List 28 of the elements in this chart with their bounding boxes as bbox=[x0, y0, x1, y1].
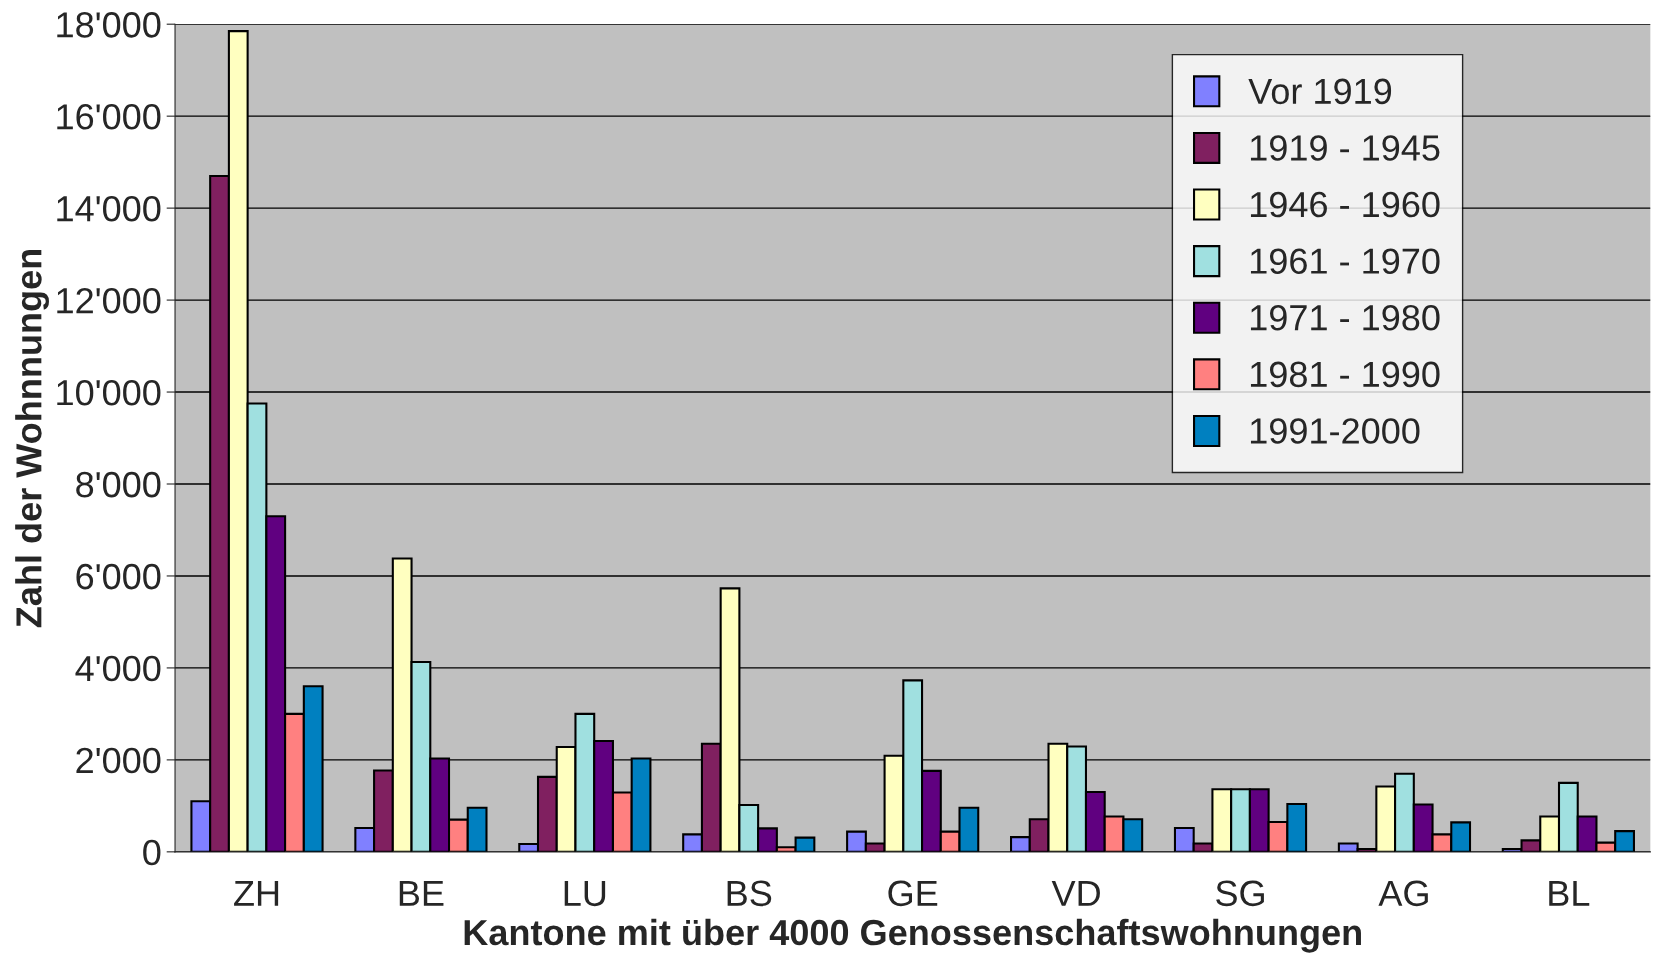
x-tick-label: VD bbox=[1051, 880, 1100, 906]
x-axis-title: Kantone mit über 4000 Genossenschaftswohnungen bbox=[464, 918, 1361, 953]
legend-label: 1981 - 1990 bbox=[1250, 361, 1440, 388]
y-tick-label: 2'000 bbox=[76, 747, 161, 774]
y-axis-title: Zahl der Wohnnungen bbox=[15, 250, 49, 628]
x-tick-label: BS bbox=[727, 880, 772, 907]
x-tick-label: LU bbox=[564, 880, 606, 907]
legend-label: 1971 - 1980 bbox=[1250, 304, 1440, 331]
y-tick-label: 18'000 bbox=[57, 12, 161, 38]
y-tick-label: 10'000 bbox=[57, 379, 161, 406]
legend-label: 1961 - 1970 bbox=[1250, 248, 1440, 274]
y-tick-label: 14'000 bbox=[57, 195, 161, 222]
x-tick-label: BL bbox=[1549, 880, 1590, 906]
x-tick-label: AG bbox=[1378, 880, 1428, 907]
x-tick-label: GE bbox=[888, 880, 938, 907]
x-tick-label: ZH bbox=[234, 880, 279, 906]
y-tick-label: 6'000 bbox=[76, 563, 161, 590]
y-tick-label: 16'000 bbox=[57, 104, 161, 130]
legend-label: 1991-2000 bbox=[1250, 418, 1420, 444]
y-tick-label: 8'000 bbox=[76, 471, 161, 498]
y-tick-label: 4'000 bbox=[75, 655, 161, 682]
y-tick-label: 12'000 bbox=[57, 287, 161, 314]
x-tick-label: SG bbox=[1216, 880, 1264, 907]
legend-label: 1946 - 1960 bbox=[1250, 191, 1440, 218]
y-tick-label: 0 bbox=[143, 839, 161, 866]
x-tick-label: BE bbox=[399, 880, 444, 906]
legend-label: 1919 - 1945 bbox=[1250, 135, 1440, 161]
legend-label: Vor 1919 bbox=[1248, 78, 1392, 105]
